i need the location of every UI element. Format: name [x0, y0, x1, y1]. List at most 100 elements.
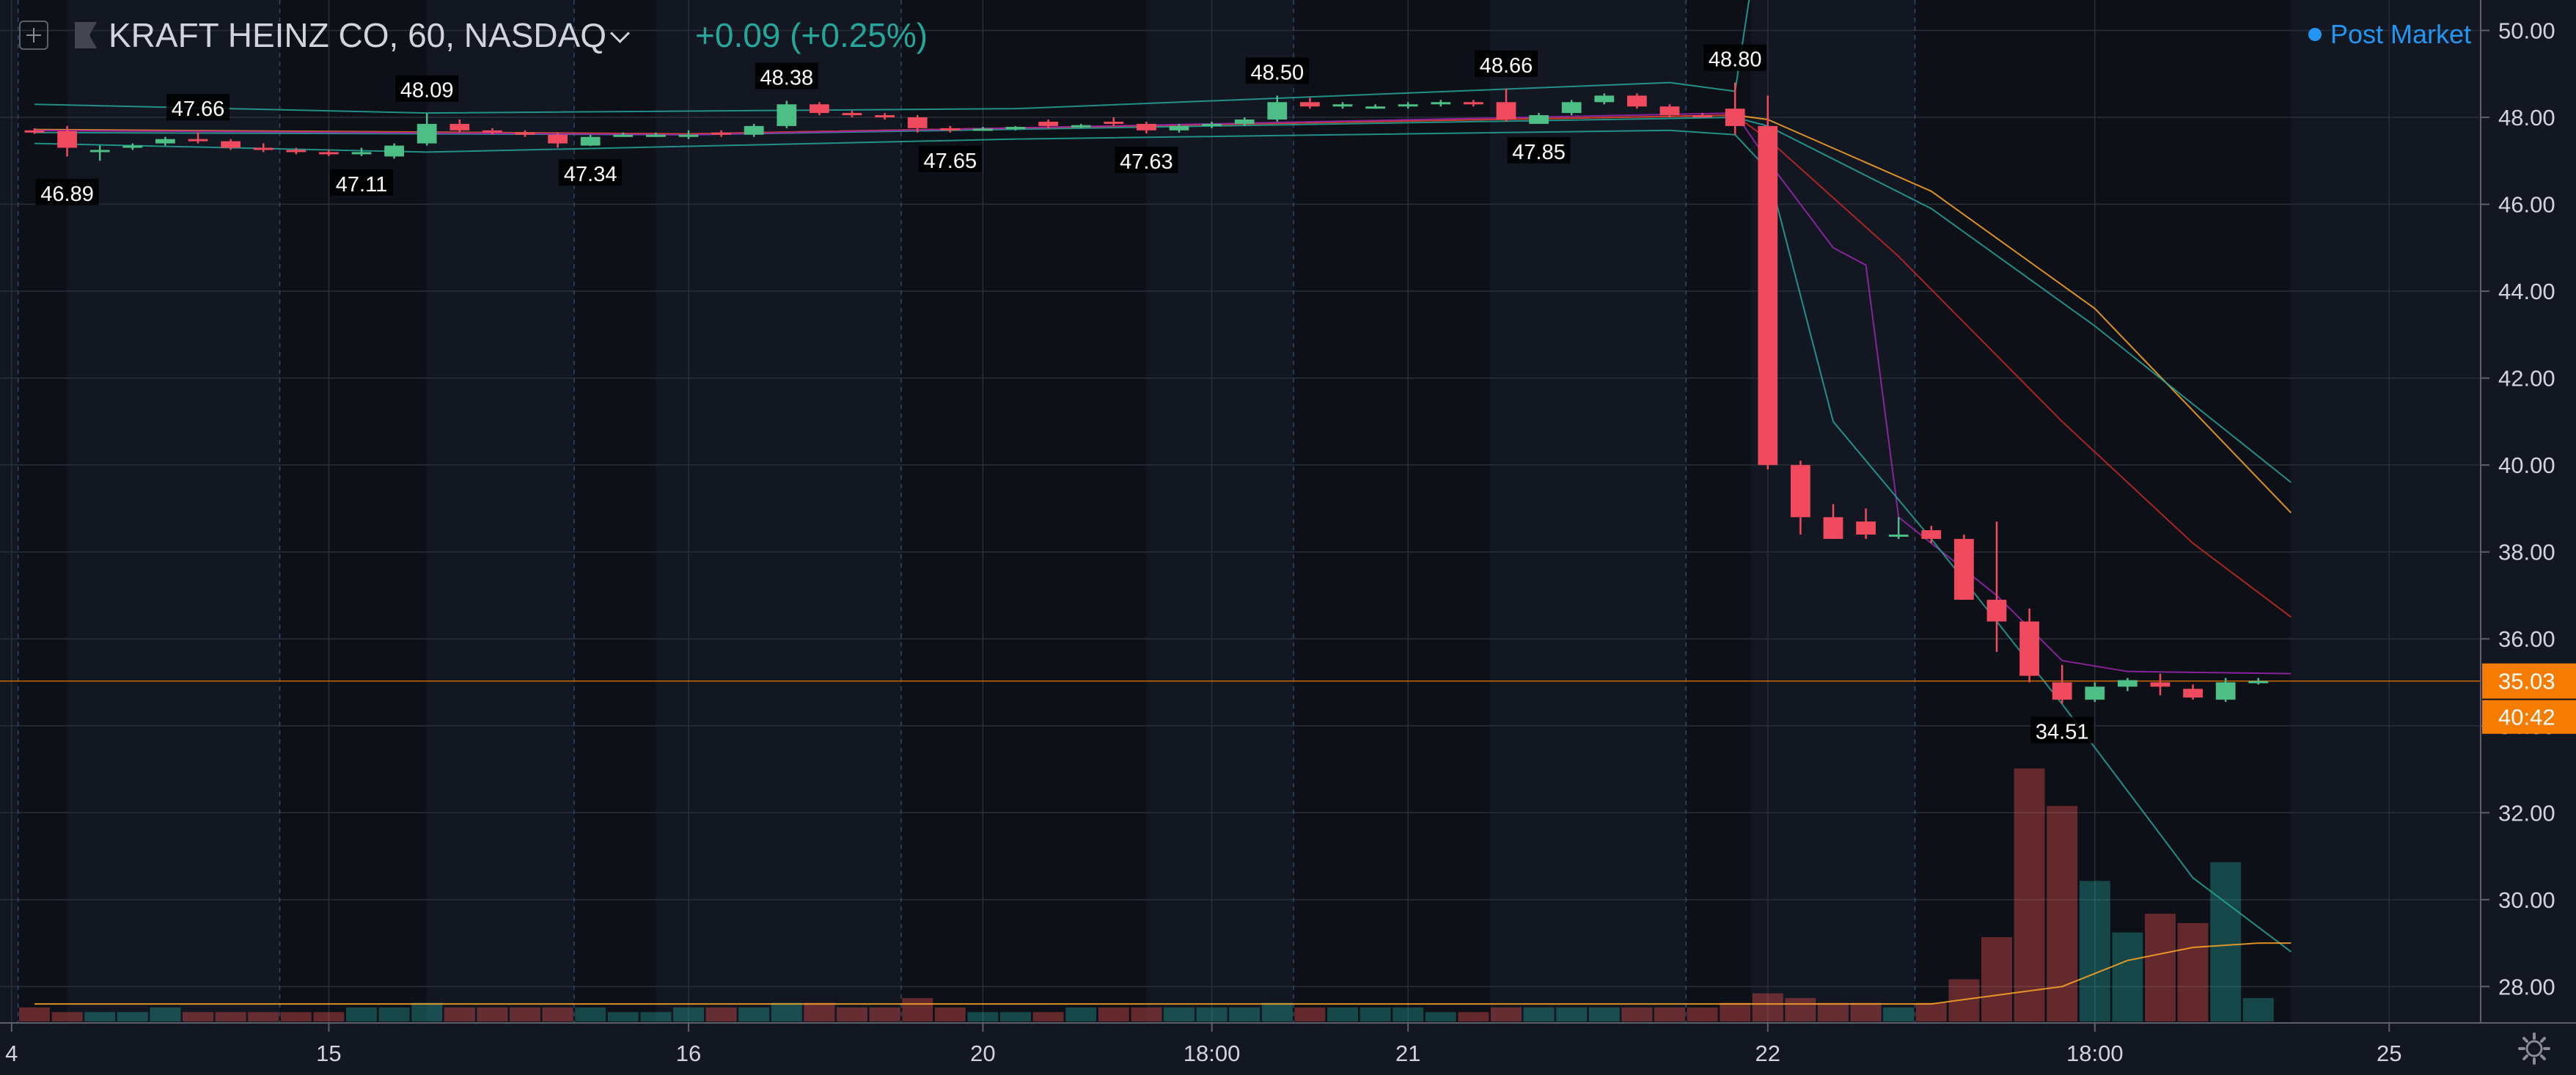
price-label-text: 47.11: [336, 173, 387, 197]
volume-bar: [771, 1002, 802, 1021]
session-dot-icon: [2308, 28, 2322, 41]
volume-bar: [1098, 1007, 1129, 1021]
candle-body: [1791, 465, 1810, 518]
candle-body: [24, 130, 45, 133]
price-label: 47.65: [918, 145, 982, 173]
candle-body: [2052, 682, 2072, 700]
volume-bar: [1981, 937, 2012, 1021]
volume-bar: [378, 1007, 410, 1021]
volume-bar: [1588, 1007, 1620, 1021]
symbol-title[interactable]: KRAFT HEINZ CO, 60, NASDAQ: [109, 16, 607, 54]
session-band: [18, 0, 67, 1023]
candle-body: [319, 152, 339, 155]
volume-bar: [1491, 1007, 1522, 1021]
candle-body: [221, 141, 241, 148]
candle-body: [842, 113, 862, 116]
price-tick-label: 32.00: [2498, 800, 2555, 826]
price-label-text: 47.34: [564, 163, 617, 186]
price-label-text: 47.85: [1512, 141, 1566, 164]
volume-bar: [640, 1012, 672, 1021]
candle-body: [1888, 534, 1909, 537]
settings-gear-icon[interactable]: [2517, 1031, 2552, 1066]
time-tick-label: 18:00: [1184, 1041, 1241, 1066]
price-label: 48.50: [1245, 57, 1309, 84]
price-label: 34.51: [2030, 716, 2094, 744]
candle-body: [482, 130, 502, 133]
candle-body: [2215, 682, 2236, 700]
candle-body: [744, 125, 764, 135]
price-tick-label: 36.00: [2498, 626, 2555, 652]
candle-body: [875, 115, 895, 118]
volume-bar: [1687, 1007, 1718, 1021]
candle-body: [1332, 104, 1353, 107]
candle-body: [253, 147, 274, 150]
session-label: Post Market: [2330, 19, 2472, 49]
price-tick-label: 42.00: [2498, 366, 2555, 392]
volume-bar: [1556, 1007, 1588, 1021]
price-tick-label: 38.00: [2498, 540, 2555, 565]
candle-body: [89, 150, 110, 153]
price-label-bg: [166, 94, 230, 121]
volume-bar: [1523, 1007, 1555, 1021]
volume-bar: [215, 1012, 246, 1021]
price-label: 46.89: [35, 178, 99, 206]
volume-bar: [1915, 1002, 1947, 1021]
candle-body: [1071, 125, 1091, 128]
add-indicator-icon[interactable]: [19, 21, 48, 50]
price-tick-label: 44.00: [2498, 279, 2555, 304]
volume-bar: [1785, 998, 1816, 1021]
volume-bar: [1032, 1012, 1064, 1021]
candle-body: [57, 131, 77, 148]
price-label-bg: [1703, 44, 1767, 71]
price-label-text: 34.51: [2036, 721, 2089, 744]
volume-bar: [673, 1007, 704, 1021]
candle-body: [1169, 125, 1189, 131]
price-label-bg: [1115, 146, 1178, 173]
price-label-text: 48.50: [1251, 61, 1304, 84]
volume-bar: [2079, 881, 2110, 1021]
candle-body: [580, 136, 601, 146]
volume-bar: [2014, 768, 2045, 1021]
volume-bar: [1818, 1002, 1849, 1021]
candle-body: [1431, 102, 1451, 105]
volume-bar: [1196, 1007, 1228, 1021]
price-label: 47.11: [330, 169, 393, 197]
volume-bar: [84, 1012, 116, 1021]
candle-body: [777, 104, 797, 126]
candle-body: [810, 104, 829, 114]
volume-bar: [1458, 1012, 1489, 1021]
volume-bar: [1065, 1007, 1097, 1021]
volume-bar: [477, 1007, 508, 1021]
last-price-tag: [2482, 663, 2576, 699]
candle-body: [1202, 123, 1222, 126]
candle-body: [384, 145, 404, 157]
candle-body: [2248, 680, 2269, 683]
price-label: 48.09: [395, 75, 459, 103]
price-label: 47.34: [559, 159, 623, 186]
last-price-text: 35.03: [2498, 669, 2555, 694]
candle-body: [646, 134, 666, 137]
volume-bar: [2145, 914, 2176, 1021]
volume-bar: [411, 1002, 443, 1021]
volume-bar: [117, 1012, 148, 1021]
session-band: [1915, 0, 2291, 1023]
candle-body: [1561, 102, 1582, 114]
price-label: 48.66: [1475, 50, 1538, 78]
price-label: 48.38: [755, 62, 818, 90]
price-label-text: 48.09: [400, 79, 454, 103]
volume-bar: [346, 1007, 377, 1021]
volume-bar: [2177, 922, 2209, 1021]
price-tick-label: 40.00: [2498, 452, 2555, 478]
candle-body: [2019, 621, 2039, 676]
price-tick-label: 50.00: [2498, 18, 2555, 43]
flag-icon[interactable]: [73, 22, 98, 48]
price-label-text: 47.63: [1120, 150, 1173, 174]
candle-body: [2150, 682, 2170, 687]
candle-body: [940, 128, 961, 131]
volume-bar: [967, 1012, 999, 1021]
candle-body: [1921, 530, 1942, 539]
countdown-tag: [2482, 700, 2576, 734]
session-band: [573, 0, 656, 1023]
